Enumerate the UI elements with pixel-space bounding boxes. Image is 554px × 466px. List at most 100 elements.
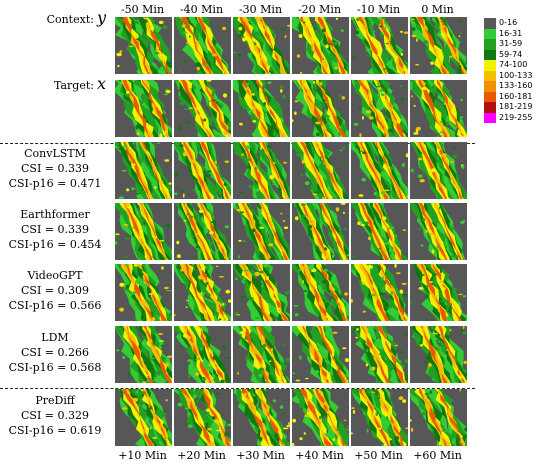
precip-blob bbox=[437, 389, 466, 446]
precip-blob bbox=[438, 326, 465, 383]
precip-speckle bbox=[305, 377, 309, 380]
radar-frame bbox=[233, 142, 290, 199]
precip-blob bbox=[184, 264, 212, 321]
precip-speckle bbox=[441, 430, 447, 432]
top-time-label: -30 Min bbox=[238, 3, 283, 16]
precip-speckle bbox=[465, 64, 467, 67]
precip-speckle bbox=[119, 207, 124, 211]
precip-speckle bbox=[342, 211, 345, 215]
precip-speckle bbox=[406, 195, 408, 199]
precip-speckle bbox=[227, 299, 231, 303]
precip-blob bbox=[240, 80, 271, 137]
precip-speckle bbox=[154, 52, 160, 54]
precip-speckle bbox=[308, 224, 312, 229]
precip-speckle bbox=[281, 28, 285, 32]
legend-swatch bbox=[484, 81, 496, 92]
precip-speckle bbox=[195, 255, 198, 257]
precip-speckle bbox=[371, 366, 376, 371]
precip-speckle bbox=[419, 227, 422, 231]
precip-blob bbox=[318, 326, 346, 383]
precip-speckle bbox=[117, 64, 120, 68]
precip-speckle bbox=[237, 34, 242, 38]
precip-speckle bbox=[195, 233, 199, 235]
precip-speckle bbox=[236, 314, 241, 316]
context-label-text: Context: bbox=[46, 13, 94, 26]
precip-speckle bbox=[400, 30, 403, 33]
radar-frame bbox=[410, 80, 467, 137]
precip-speckle bbox=[139, 272, 144, 277]
precip-speckle bbox=[390, 292, 394, 295]
precip-speckle bbox=[141, 280, 147, 282]
precip-speckle bbox=[394, 264, 397, 268]
precip-speckle bbox=[396, 272, 401, 275]
precip-speckle bbox=[179, 70, 181, 74]
precip-speckle bbox=[310, 268, 317, 273]
precip-speckle bbox=[411, 95, 413, 98]
precip-speckle bbox=[324, 432, 330, 437]
precip-speckle bbox=[137, 132, 140, 136]
precip-speckle bbox=[121, 82, 124, 85]
precip-speckle bbox=[429, 280, 433, 284]
precip-speckle bbox=[136, 264, 140, 267]
precip-speckle bbox=[203, 332, 208, 334]
top-time-label: -10 Min bbox=[356, 3, 401, 16]
precip-blob bbox=[241, 80, 270, 137]
precip-speckle bbox=[338, 94, 341, 98]
precip-speckle bbox=[375, 86, 381, 88]
precip-speckle bbox=[243, 392, 247, 397]
precip-speckle bbox=[242, 37, 247, 42]
precip-speckle bbox=[131, 163, 136, 167]
legend-entry: 181-219 bbox=[484, 102, 532, 113]
precip-speckle bbox=[184, 108, 190, 110]
precip-speckle bbox=[463, 372, 467, 377]
precip-speckle bbox=[389, 128, 393, 133]
precip-speckle bbox=[269, 360, 272, 362]
precip-speckle bbox=[131, 291, 137, 295]
radar-frame bbox=[410, 389, 467, 446]
precip-blob bbox=[357, 80, 387, 137]
precip-speckle bbox=[362, 282, 365, 285]
precip-speckle bbox=[251, 209, 254, 212]
precip-speckle bbox=[196, 399, 200, 403]
precip-speckle bbox=[183, 342, 186, 345]
precip-speckle bbox=[263, 264, 269, 268]
precip-speckle bbox=[181, 24, 186, 28]
precip-blob bbox=[437, 389, 463, 446]
precip-speckle bbox=[464, 427, 467, 432]
precip-speckle bbox=[299, 437, 303, 441]
precip-speckle bbox=[129, 227, 134, 229]
precip-speckle bbox=[367, 236, 371, 241]
precip-speckle bbox=[307, 408, 310, 413]
precip-speckle bbox=[259, 350, 265, 352]
radar-frame bbox=[233, 80, 290, 137]
precip-speckle bbox=[269, 175, 275, 180]
precip-speckle bbox=[364, 341, 368, 343]
precip-blob bbox=[376, 389, 404, 446]
precip-speckle bbox=[351, 432, 353, 435]
precip-blob bbox=[126, 326, 154, 383]
precip-speckle bbox=[410, 419, 412, 422]
precip-speckle bbox=[302, 280, 304, 284]
precip-speckle bbox=[314, 370, 319, 374]
radar-frame bbox=[292, 80, 349, 137]
precip-speckle bbox=[255, 317, 259, 319]
radar-frame bbox=[174, 142, 231, 199]
radar-frame bbox=[115, 264, 172, 321]
precip-speckle bbox=[398, 396, 404, 401]
precip-speckle bbox=[212, 53, 217, 57]
precip-speckle bbox=[124, 237, 130, 240]
precip-speckle bbox=[376, 218, 382, 221]
precip-speckle bbox=[440, 25, 447, 28]
precip-speckle bbox=[341, 96, 345, 100]
precip-blob bbox=[202, 80, 231, 137]
precip-speckle bbox=[179, 102, 185, 105]
radar-frame bbox=[351, 264, 408, 321]
precip-blob bbox=[261, 142, 289, 199]
precip-speckle bbox=[343, 419, 347, 421]
legend-swatch bbox=[484, 49, 496, 60]
precip-speckle bbox=[207, 428, 212, 431]
precip-speckle bbox=[361, 177, 367, 182]
precip-speckle bbox=[163, 93, 169, 96]
precip-speckle bbox=[260, 208, 263, 211]
precip-speckle bbox=[344, 292, 349, 296]
